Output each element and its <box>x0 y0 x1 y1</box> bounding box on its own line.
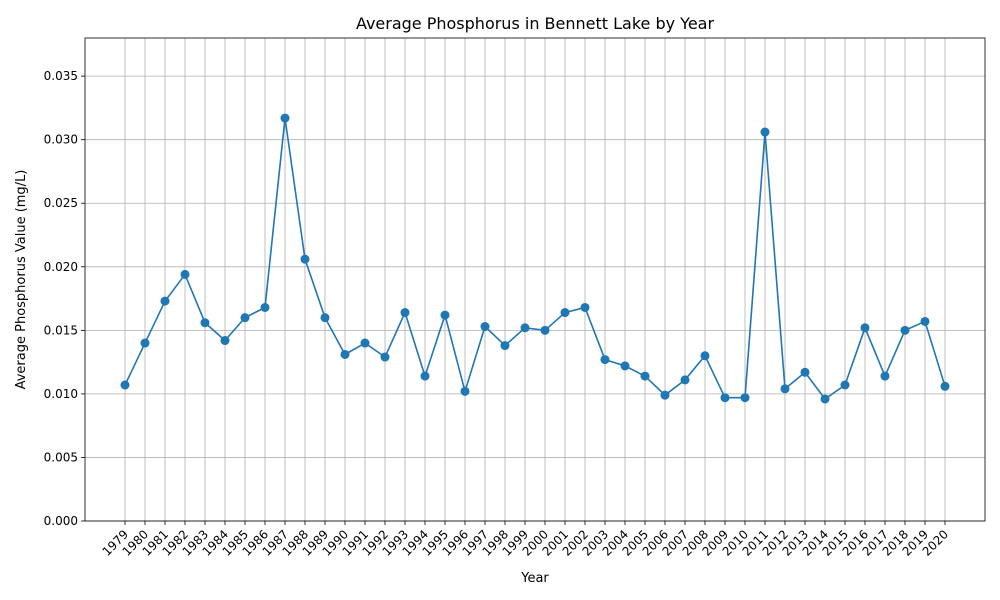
data-point <box>880 371 890 381</box>
data-point <box>460 386 470 396</box>
data-point <box>820 394 830 404</box>
data-point <box>400 308 410 318</box>
data-point <box>340 349 350 359</box>
data-point <box>180 269 190 279</box>
x-axis-label: Year <box>520 571 549 586</box>
y-tick-label: 0.005 <box>44 450 78 464</box>
data-point <box>280 113 290 123</box>
data-point <box>780 384 790 394</box>
data-point <box>700 351 710 361</box>
data-point <box>760 127 770 137</box>
data-point <box>480 322 490 332</box>
y-axis-label: Average Phosphorus Value (mg/L) <box>14 170 29 390</box>
data-point <box>580 302 590 312</box>
data-point <box>260 302 270 312</box>
data-point <box>800 367 810 377</box>
data-point <box>320 313 330 323</box>
data-point <box>240 313 250 323</box>
y-tick-label: 0.015 <box>44 323 78 337</box>
x-axis: 1979198019811982198319841985198619871988… <box>100 521 951 559</box>
y-axis: 0.000 0.005 0.010 0.015 0.020 0.025 0.030 0.035 <box>44 69 85 528</box>
y-tick-label: 0.030 <box>44 133 78 147</box>
data-point <box>920 316 930 326</box>
series-phosphorus <box>120 113 950 404</box>
data-point <box>640 371 650 381</box>
data-point <box>720 393 730 403</box>
data-point <box>360 338 370 348</box>
grid-lines <box>85 38 985 522</box>
y-tick-label: 0.025 <box>44 196 78 210</box>
data-point <box>660 390 670 400</box>
y-tick-label: 0.010 <box>44 387 78 401</box>
data-point <box>300 254 310 264</box>
data-point <box>420 371 430 381</box>
y-tick-label: 0.020 <box>44 260 78 274</box>
data-point <box>860 323 870 333</box>
data-point <box>140 338 150 348</box>
data-point <box>120 380 130 390</box>
data-point <box>840 380 850 390</box>
data-point <box>520 323 530 333</box>
data-point <box>160 296 170 306</box>
data-point <box>560 308 570 318</box>
data-point <box>540 325 550 335</box>
data-point <box>220 336 230 346</box>
data-point <box>380 352 390 362</box>
data-point <box>600 355 610 365</box>
y-tick-label: 0.000 <box>44 514 78 528</box>
data-point <box>900 325 910 335</box>
data-point <box>940 381 950 391</box>
data-point <box>620 361 630 371</box>
data-point <box>500 341 510 351</box>
data-point <box>680 375 690 385</box>
data-point <box>440 310 450 320</box>
data-point <box>740 393 750 403</box>
chart-title: Average Phosphorus in Bennett Lake by Ye… <box>356 14 715 33</box>
plot-frame <box>84 37 986 522</box>
y-tick-label: 0.035 <box>44 69 78 83</box>
series-line <box>124 117 946 401</box>
data-point <box>200 318 210 328</box>
